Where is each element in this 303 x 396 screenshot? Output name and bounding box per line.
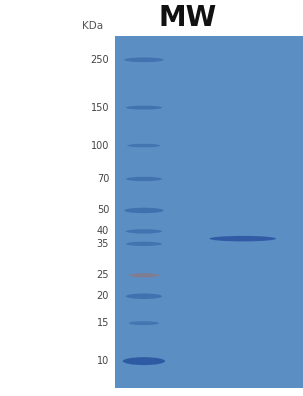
Ellipse shape <box>129 273 159 278</box>
Text: 100: 100 <box>91 141 109 150</box>
Text: 40: 40 <box>97 227 109 236</box>
Ellipse shape <box>126 106 162 110</box>
Text: 20: 20 <box>97 291 109 301</box>
Text: 150: 150 <box>91 103 109 112</box>
Text: 250: 250 <box>91 55 109 65</box>
FancyBboxPatch shape <box>115 36 303 388</box>
Text: 25: 25 <box>97 270 109 280</box>
Ellipse shape <box>123 357 165 365</box>
Ellipse shape <box>127 144 161 147</box>
Text: 15: 15 <box>97 318 109 328</box>
Ellipse shape <box>124 57 164 62</box>
Ellipse shape <box>126 242 162 246</box>
Ellipse shape <box>126 229 162 234</box>
Text: KDa: KDa <box>82 21 103 31</box>
Text: 10: 10 <box>97 356 109 366</box>
Ellipse shape <box>210 236 276 242</box>
Text: 70: 70 <box>97 174 109 184</box>
Text: MW: MW <box>159 4 217 32</box>
Ellipse shape <box>126 293 162 299</box>
Text: 35: 35 <box>97 239 109 249</box>
Ellipse shape <box>124 208 164 213</box>
Ellipse shape <box>126 177 162 181</box>
Text: 50: 50 <box>97 206 109 215</box>
Ellipse shape <box>129 321 159 325</box>
